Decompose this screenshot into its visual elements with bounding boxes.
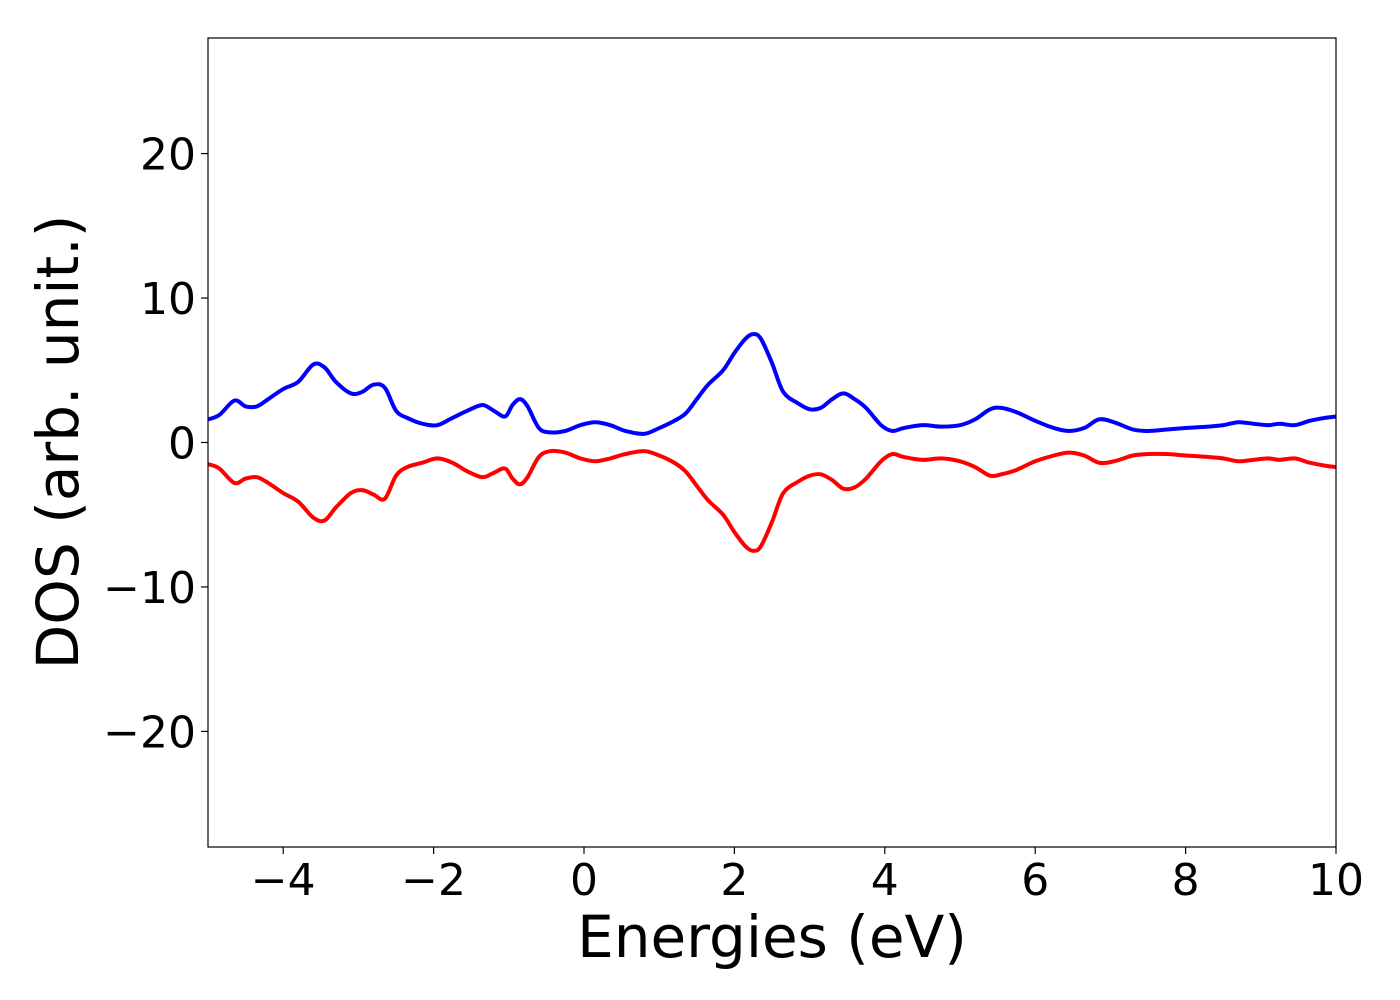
plot-background bbox=[208, 38, 1336, 847]
y-axis-label: DOS (arb. unit.) bbox=[24, 215, 92, 670]
x-tick-label: 8 bbox=[1172, 855, 1200, 906]
y-tick-label: 20 bbox=[140, 130, 196, 181]
x-axis-label: Energies (eV) bbox=[577, 903, 967, 971]
x-tick-label: −4 bbox=[251, 855, 316, 906]
x-axis: −4 −2 0 2 4 6 8 10 bbox=[251, 847, 1364, 906]
series-line-1 bbox=[208, 448, 1336, 553]
y-tick-label: 0 bbox=[168, 419, 196, 470]
x-tick-label: 10 bbox=[1308, 855, 1364, 906]
series-layer bbox=[208, 332, 1336, 553]
x-tick-label: 4 bbox=[871, 855, 899, 906]
y-axis: −20 −10 0 10 20 bbox=[103, 130, 208, 758]
x-tick-label: 0 bbox=[570, 855, 598, 906]
series-line-0 bbox=[208, 332, 1336, 436]
y-tick-label: 10 bbox=[140, 274, 196, 325]
x-tick-label: −2 bbox=[401, 855, 466, 906]
y-tick-label: −10 bbox=[103, 563, 196, 614]
y-tick-label: −20 bbox=[103, 707, 196, 758]
x-tick-label: 2 bbox=[720, 855, 748, 906]
x-tick-label: 6 bbox=[1021, 855, 1049, 906]
